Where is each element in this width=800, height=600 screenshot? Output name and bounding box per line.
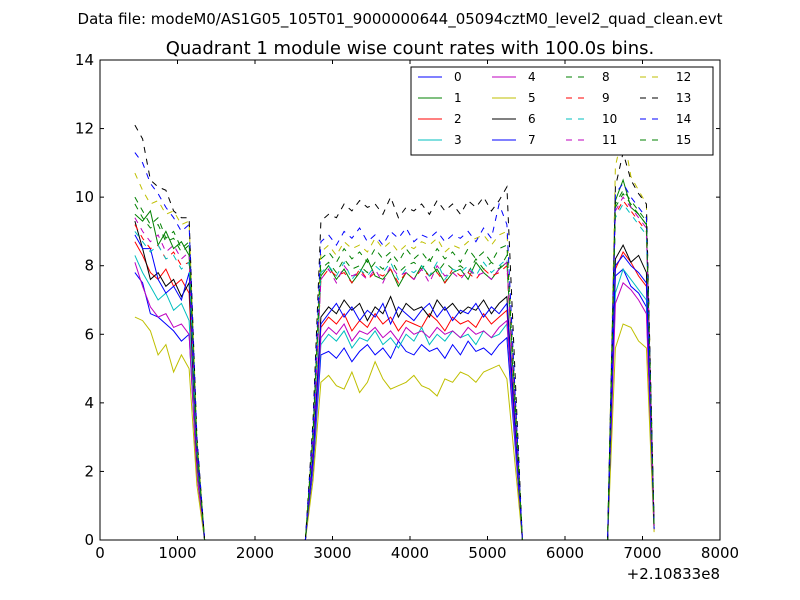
- x-tick-label: 8000: [701, 544, 739, 562]
- y-tick-label: 10: [75, 188, 94, 206]
- legend-label-4: 4: [528, 70, 536, 84]
- chart-supertitle: Data file: modeM0/AS1G05_105T01_90000006…: [78, 10, 723, 29]
- x-tick-label: 4000: [391, 544, 429, 562]
- y-tick-label: 0: [84, 531, 94, 549]
- y-tick-label: 4: [84, 394, 94, 412]
- x-tick-label: 1000: [158, 544, 196, 562]
- x-tick-label: 3000: [313, 544, 351, 562]
- x-offset-label: +2.10833e8: [627, 565, 720, 583]
- legend-label-10: 10: [602, 112, 617, 126]
- legend-label-7: 7: [528, 133, 536, 147]
- x-tick-label: 2000: [236, 544, 274, 562]
- x-tick-label: 0: [95, 544, 105, 562]
- y-tick-label: 6: [84, 325, 94, 343]
- y-tick-label: 12: [75, 120, 94, 138]
- legend-box: [410, 66, 714, 156]
- legend-label-14: 14: [676, 112, 691, 126]
- series-line-8: [134, 189, 655, 541]
- y-tick-label: 2: [84, 462, 94, 480]
- legend-label-8: 8: [602, 70, 610, 84]
- y-tick-label: 14: [75, 51, 94, 69]
- axis-ticks: 0 1000 2000 3000 4000 5000 6000 7000 80000246810…: [75, 51, 739, 562]
- series-line-15: [134, 192, 655, 541]
- legend-label-15: 15: [676, 133, 691, 147]
- legend-label-1: 1: [454, 91, 462, 105]
- legend-label-11: 11: [602, 133, 617, 147]
- legend-label-5: 5: [528, 91, 536, 105]
- legend-label-0: 0: [454, 70, 462, 84]
- legend-label-9: 9: [602, 91, 610, 105]
- legend-label-2: 2: [454, 112, 462, 126]
- legend-label-3: 3: [454, 133, 462, 147]
- plot-frame: [99, 59, 721, 541]
- legend-label-6: 6: [528, 112, 536, 126]
- x-tick-label: 5000: [468, 544, 506, 562]
- chart-title: Quadrant 1 module wise count rates with …: [166, 38, 655, 59]
- x-tick-label: 6000: [546, 544, 584, 562]
- legend-label-12: 12: [676, 70, 691, 84]
- y-tick-label: 8: [84, 257, 94, 275]
- legend-label-13: 13: [676, 91, 691, 105]
- x-tick-label: 7000: [623, 544, 661, 562]
